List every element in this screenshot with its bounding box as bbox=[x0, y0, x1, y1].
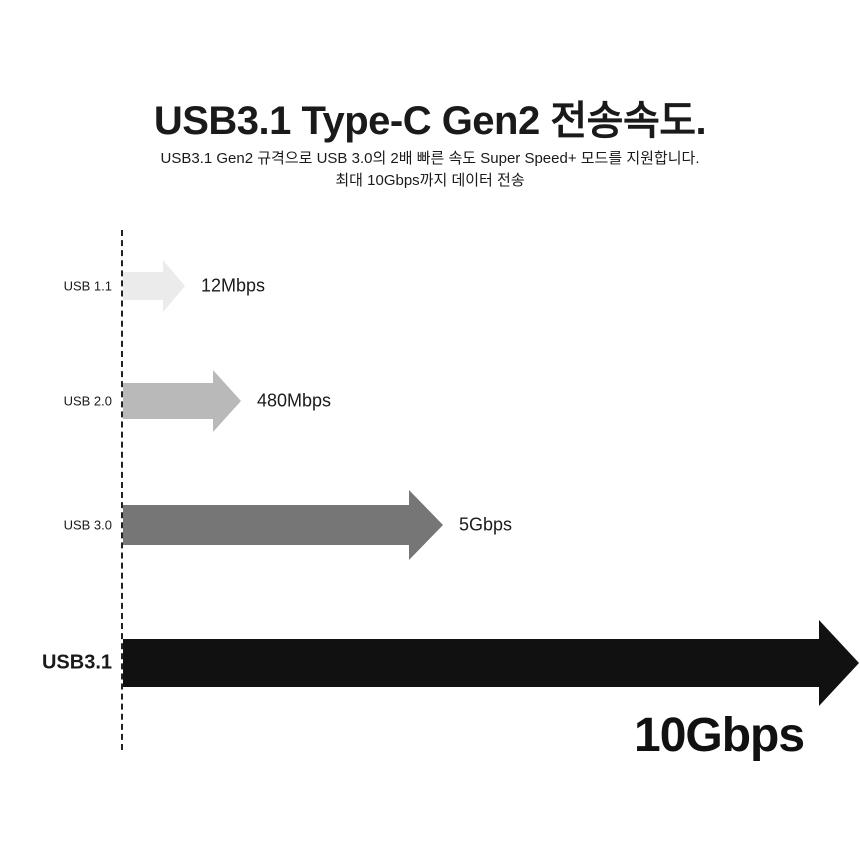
value-label-usb20: 480Mbps bbox=[257, 391, 331, 412]
arrow-usb11 bbox=[123, 260, 185, 312]
arrow-usb30 bbox=[123, 490, 443, 560]
row-label-usb31: USB3.1 bbox=[42, 652, 112, 675]
row-label-usb30: USB 3.0 bbox=[64, 518, 112, 533]
subtitle-line-1: USB3.1 Gen2 규격으로 USB 3.0의 2배 빠른 속도 Super… bbox=[0, 148, 860, 171]
arrow-usb31 bbox=[123, 620, 859, 706]
chart-row-usb30: USB 3.0 5Gbps bbox=[0, 490, 860, 560]
value-label-usb11: 12Mbps bbox=[201, 276, 265, 297]
chart-row-usb11: USB 1.1 12Mbps bbox=[0, 260, 860, 312]
row-label-usb11: USB 1.1 bbox=[64, 279, 112, 294]
row-label-usb20: USB 2.0 bbox=[64, 394, 112, 409]
chart-row-usb31: USB3.1 bbox=[0, 620, 860, 706]
arrow-usb20 bbox=[123, 370, 241, 432]
page-title: USB3.1 Type-C Gen2 전송속도. bbox=[0, 88, 860, 146]
speed-chart: USB 1.112MbpsUSB 2.0480MbpsUSB 3.05GbpsU… bbox=[0, 230, 860, 750]
big-value-label: 10Gbps bbox=[634, 708, 804, 763]
subtitle-line-2: 최대 10Gbps까지 데이터 전송 bbox=[0, 170, 860, 193]
chart-row-usb20: USB 2.0 480Mbps bbox=[0, 370, 860, 432]
value-label-usb30: 5Gbps bbox=[459, 515, 512, 536]
